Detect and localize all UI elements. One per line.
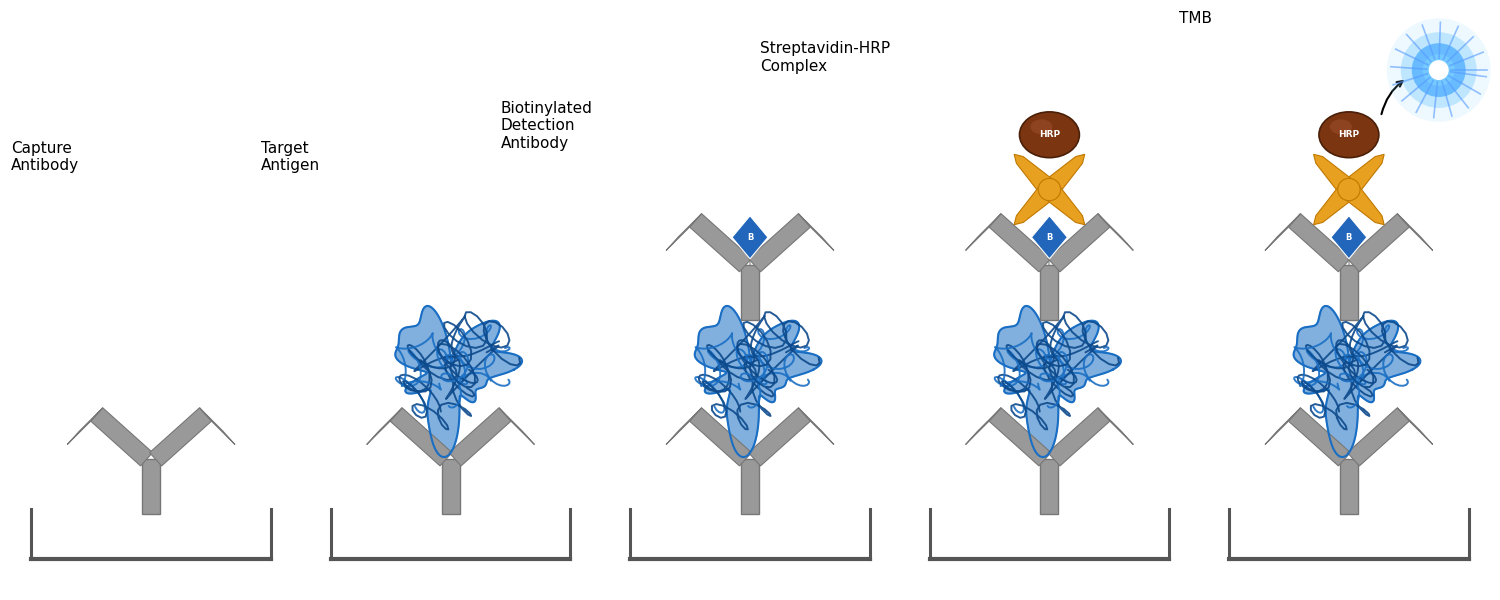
Polygon shape <box>1098 408 1134 445</box>
Polygon shape <box>1288 408 1350 466</box>
Polygon shape <box>142 459 160 514</box>
Circle shape <box>1401 32 1476 108</box>
Text: B: B <box>1047 233 1053 242</box>
Polygon shape <box>441 459 459 514</box>
Polygon shape <box>966 214 1000 250</box>
Polygon shape <box>1398 408 1432 445</box>
Circle shape <box>1424 54 1455 86</box>
Polygon shape <box>1014 185 1053 225</box>
Text: TMB: TMB <box>1179 11 1212 26</box>
Polygon shape <box>1330 216 1366 259</box>
Polygon shape <box>1014 154 1053 193</box>
Polygon shape <box>798 214 834 250</box>
Polygon shape <box>1041 459 1059 514</box>
Text: HRP: HRP <box>1040 130 1060 139</box>
Text: B: B <box>1346 233 1352 242</box>
Polygon shape <box>690 408 752 466</box>
Polygon shape <box>396 306 522 457</box>
Polygon shape <box>1340 459 1358 514</box>
Polygon shape <box>741 265 759 320</box>
Polygon shape <box>1340 265 1358 320</box>
Polygon shape <box>748 408 810 466</box>
Circle shape <box>1412 43 1466 97</box>
Polygon shape <box>994 306 1120 457</box>
Polygon shape <box>1398 214 1432 250</box>
Polygon shape <box>68 408 102 445</box>
Polygon shape <box>748 214 810 272</box>
Ellipse shape <box>1030 119 1053 134</box>
Polygon shape <box>798 408 834 445</box>
Polygon shape <box>150 408 211 466</box>
Polygon shape <box>1048 214 1110 272</box>
Text: Capture
Antibody: Capture Antibody <box>12 141 80 173</box>
Circle shape <box>1038 178 1060 200</box>
Polygon shape <box>1314 154 1353 193</box>
Polygon shape <box>1032 216 1068 259</box>
Polygon shape <box>1293 306 1420 457</box>
Polygon shape <box>1347 408 1410 466</box>
Polygon shape <box>1346 185 1384 225</box>
Polygon shape <box>200 408 236 445</box>
Polygon shape <box>1041 265 1059 320</box>
Polygon shape <box>1346 154 1384 193</box>
Polygon shape <box>366 408 402 445</box>
Text: Target
Antigen: Target Antigen <box>261 141 320 173</box>
Polygon shape <box>988 214 1052 272</box>
Polygon shape <box>448 408 512 466</box>
Text: B: B <box>1047 210 1053 219</box>
Polygon shape <box>390 408 452 466</box>
Circle shape <box>1338 178 1360 200</box>
Text: Streptavidin-HRP
Complex: Streptavidin-HRP Complex <box>760 41 890 74</box>
Polygon shape <box>666 214 702 250</box>
Polygon shape <box>1288 214 1350 272</box>
Polygon shape <box>90 408 153 466</box>
Polygon shape <box>1264 214 1300 250</box>
Polygon shape <box>741 459 759 514</box>
Ellipse shape <box>1020 112 1080 158</box>
Text: A: A <box>1047 160 1053 169</box>
Polygon shape <box>1314 185 1353 225</box>
Polygon shape <box>966 408 1000 445</box>
Polygon shape <box>1046 185 1084 225</box>
Polygon shape <box>732 216 768 259</box>
Polygon shape <box>690 214 752 272</box>
Polygon shape <box>1347 214 1410 272</box>
Ellipse shape <box>1318 112 1378 158</box>
Text: B: B <box>1346 210 1352 219</box>
Polygon shape <box>1046 154 1084 193</box>
Text: Biotinylated
Detection
Antibody: Biotinylated Detection Antibody <box>501 101 592 151</box>
Polygon shape <box>1048 408 1110 466</box>
Text: HRP: HRP <box>1338 130 1359 139</box>
Ellipse shape <box>1330 119 1352 134</box>
Polygon shape <box>500 408 534 445</box>
Circle shape <box>1388 19 1491 122</box>
Polygon shape <box>1264 408 1300 445</box>
Polygon shape <box>694 306 822 457</box>
Polygon shape <box>988 408 1052 466</box>
Polygon shape <box>666 408 702 445</box>
Text: B: B <box>747 233 753 242</box>
Circle shape <box>1428 60 1449 80</box>
Text: A: A <box>1346 160 1352 169</box>
Polygon shape <box>1098 214 1134 250</box>
